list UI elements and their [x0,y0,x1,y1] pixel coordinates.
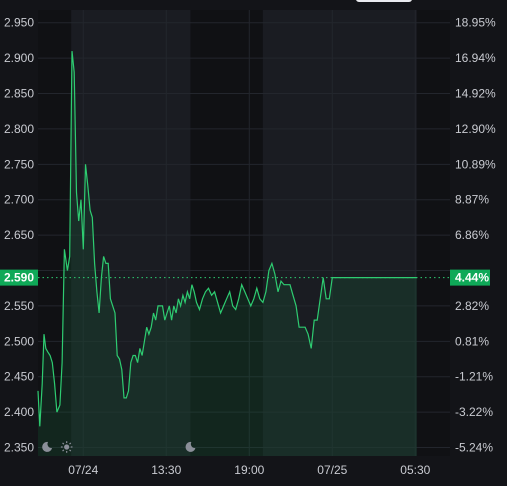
current-pct-tag-box [450,269,490,286]
left-axis-tick: 2.700 [4,193,34,207]
moon-icon [42,441,53,452]
time-axis-tick: 07/25 [317,463,347,477]
left-axis-tick: 2.500 [4,334,34,348]
sun-ray [69,442,72,445]
right-axis-tick: 2.82% [455,299,489,313]
sun-icon [60,441,73,453]
sun-ray [62,449,65,452]
current-pct-tag: 4.44% [450,269,490,286]
right-axis-tick: 16.94% [455,51,496,65]
left-axis-tick: 2.450 [4,370,34,384]
left-axis-tick: 2.550 [4,299,34,313]
current-price-label: 2.590 [4,271,34,285]
current-price-tag-box [0,269,38,286]
left-axis-tick: 2.950 [4,16,34,30]
time-axis: 07/24 13:30 19:00 07/25 05:30 [68,463,430,477]
right-axis-tick: 8.87% [455,193,489,207]
left-axis-tick: 2.350 [4,441,34,455]
right-axis-tick: 0.81% [455,334,489,348]
right-axis-tick: -3.22% [455,405,493,419]
time-axis-tick: 19:00 [234,463,264,477]
left-axis: 2.950 2.900 2.850 2.800 2.750 2.700 2.650 2.550… [4,16,34,455]
left-axis-tick: 2.900 [4,51,34,65]
time-axis-tick: 05:30 [400,463,430,477]
left-axis-tick: 2.850 [4,87,34,101]
time-axis-tick: 07/24 [68,463,98,477]
left-axis-tick: 2.650 [4,228,34,242]
left-axis-tick: 2.750 [4,157,34,171]
sun-core [64,444,70,450]
right-axis-tick: -1.21% [455,370,493,384]
right-axis-tick: 18.95% [455,16,496,30]
left-axis-tick: 2.800 [4,122,34,136]
current-price-tag: 2.590 [0,269,38,286]
moon-shape [185,441,196,452]
current-pct-label: 4.44% [455,271,489,285]
time-axis-tick: 13:30 [151,463,181,477]
sun-ray [62,442,65,445]
grid-lines [38,10,450,456]
sun-ray [69,449,72,452]
right-axis-tick: 6.86% [455,228,489,242]
session-shade [190,10,263,456]
price-area-fill [38,51,417,456]
right-axis-tick: 14.92% [455,87,496,101]
session-markers [42,441,196,453]
moon-shape [42,441,53,452]
right-axis-tick: 12.90% [455,122,496,136]
session-shade [416,10,450,456]
moon-icon [185,441,196,452]
left-axis-tick: 2.400 [4,405,34,419]
top-tooltip-pill [356,0,412,2]
right-axis: 18.95% 16.94% 14.92% 12.90% 10.89% 8.87% 6.86%… [455,16,496,455]
right-axis-tick: 10.89% [455,157,496,171]
right-axis-tick: -5.24% [455,441,493,455]
